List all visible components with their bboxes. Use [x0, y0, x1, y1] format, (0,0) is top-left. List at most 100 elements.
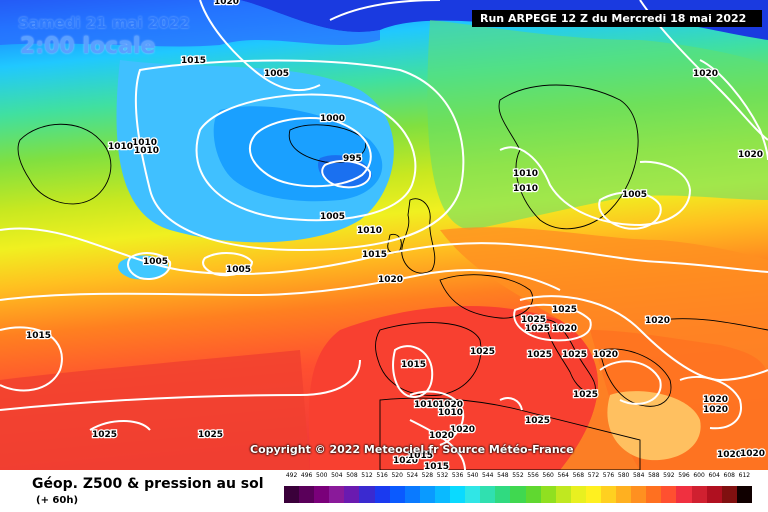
- color-scale-tick-label: 552: [512, 472, 524, 479]
- pressure-label: 1015: [424, 462, 449, 470]
- color-scale-swatch: [570, 486, 586, 503]
- color-scale-tick-label: 512: [361, 472, 373, 479]
- isobar-1020-turkey: [679, 375, 742, 430]
- color-scale-swatch: [510, 486, 526, 503]
- pressure-label: 1010: [134, 146, 159, 156]
- pressure-label: 1025: [527, 350, 552, 360]
- color-scale-swatch: [540, 486, 556, 503]
- isobar-1015-iberia: [392, 345, 434, 398]
- pressure-label: 1015: [401, 360, 426, 370]
- color-scale-tick-label: 560: [542, 472, 554, 479]
- isobar-1015-africa: [409, 419, 466, 470]
- isobar-1005-small: [127, 252, 172, 280]
- pressure-label: 1020: [438, 400, 463, 410]
- color-scale-swatch: [434, 486, 451, 503]
- color-scale-swatch: [600, 486, 617, 503]
- color-scale-swatch: [284, 486, 300, 503]
- pressure-label: 1025: [525, 416, 550, 426]
- color-scale-swatch: [374, 486, 390, 503]
- color-scale-tick-label: 588: [648, 472, 660, 479]
- pressure-label: 995: [343, 154, 362, 164]
- coast-ireland: [387, 233, 402, 254]
- color-scale-tick-label: 540: [466, 472, 479, 479]
- color-scale-swatch: [450, 486, 466, 503]
- color-scale-swatch: [404, 486, 420, 503]
- color-scale: 492 496 500 504 508 512 516 520 524 528 532 536 540 5…: [284, 472, 752, 503]
- color-scale-tick-label: 532: [436, 472, 449, 479]
- pressure-label: 1025: [470, 347, 495, 357]
- color-scale-swatches: [284, 486, 752, 503]
- isobar-1010-low: [134, 59, 465, 252]
- pressure-label: 1020: [378, 275, 403, 285]
- pressure-label: 1010: [438, 408, 463, 418]
- color-scale-swatch: [299, 486, 315, 503]
- pressure-label: 1025: [573, 390, 598, 400]
- pressure-label: 1010: [132, 138, 157, 148]
- isobar-1000: [248, 116, 372, 188]
- color-scale-swatch: [585, 486, 601, 503]
- pressure-label: 1020: [429, 431, 454, 441]
- color-scale-tick-label: 584: [632, 472, 645, 479]
- color-scale-swatch: [721, 486, 737, 503]
- pressure-label: 1025: [525, 324, 550, 334]
- color-scale-tick-label: 564: [557, 472, 569, 479]
- color-scale-tick-label: 528: [421, 472, 434, 479]
- color-scale-swatch: [631, 486, 647, 503]
- color-scale-tick-label: 520: [391, 472, 403, 479]
- color-scale-swatch: [329, 486, 345, 503]
- copyright-notice: Copyright © 2022 Meteociel.fr Source Mét…: [250, 443, 574, 456]
- pressure-label: 1020: [703, 405, 728, 415]
- isobar-1010-scandinavia: [499, 146, 692, 227]
- pressure-label: 1025: [198, 430, 223, 440]
- color-scale-swatch: [555, 486, 571, 503]
- isobar-1020-balkans: [519, 295, 768, 382]
- pressure-label: 1010: [414, 400, 439, 410]
- coast-greenland: [17, 123, 112, 205]
- coast-iceland: [288, 124, 367, 163]
- isobar-1010-north: [199, 0, 321, 92]
- pressure-label: 1025: [552, 305, 577, 315]
- legend-bar: Géop. Z500 & pression au sol (+ 60h) 492…: [0, 470, 768, 512]
- pressure-label: 1020: [693, 69, 718, 79]
- color-scale-swatch: [344, 486, 360, 503]
- color-scale-swatch: [495, 486, 511, 503]
- pressure-label: 1010: [357, 226, 382, 236]
- color-scale-swatch: [676, 486, 692, 503]
- pressure-label: 1020: [703, 395, 728, 405]
- color-scale-tick-label: 568: [572, 472, 585, 479]
- pressure-label: 1015: [26, 331, 51, 341]
- color-scale-tick-label: 492: [285, 472, 298, 479]
- color-scale-swatch: [314, 486, 330, 503]
- pressure-label: 1005: [320, 212, 345, 222]
- color-scale-tick-label: 600: [693, 472, 705, 479]
- color-scale-tick-label: 612: [738, 472, 751, 479]
- coast-north-africa: [379, 397, 641, 470]
- isobar-1020-iberia-south: [409, 390, 465, 446]
- coast-british-isles: [401, 198, 436, 274]
- coast-balkans: [599, 348, 672, 407]
- pressure-label: 1000: [320, 114, 345, 124]
- color-scale-swatch: [616, 486, 632, 503]
- color-scale-swatch: [525, 486, 541, 503]
- color-scale-swatch: [419, 486, 435, 503]
- color-scale-tick-label: 576: [602, 472, 615, 479]
- pressure-label: 1010: [513, 169, 538, 179]
- pressure-label: 1005: [226, 265, 251, 275]
- z500-shading-atlantic-red: [0, 350, 310, 470]
- coast-france: [439, 274, 533, 319]
- pressure-label: 1005: [264, 69, 289, 79]
- forecast-date: Samedi 21 mai 2022: [18, 14, 190, 32]
- isobar-1020-adriatic: [599, 360, 662, 405]
- z500-shading-scandinavia: [427, 20, 768, 230]
- isobar-1015-west: [0, 227, 768, 276]
- pressure-label: 1020: [717, 450, 742, 460]
- z500-shading-south-red: [308, 306, 598, 470]
- pressure-label: 1020: [214, 0, 239, 7]
- color-scale-tick-label: 592: [663, 472, 675, 479]
- pressure-label: 1020: [738, 150, 763, 160]
- pressure-label: 1005: [143, 257, 168, 267]
- color-scale-swatch: [646, 486, 662, 503]
- isobar-1005-baltic: [598, 191, 662, 230]
- color-scale-tick-label: 536: [451, 472, 464, 479]
- color-scale-tick-label: 496: [300, 472, 313, 479]
